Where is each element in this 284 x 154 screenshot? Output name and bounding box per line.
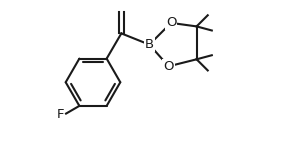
Text: O: O — [166, 16, 176, 29]
Text: F: F — [57, 108, 64, 121]
Text: O: O — [163, 60, 174, 73]
Text: B: B — [145, 38, 154, 51]
